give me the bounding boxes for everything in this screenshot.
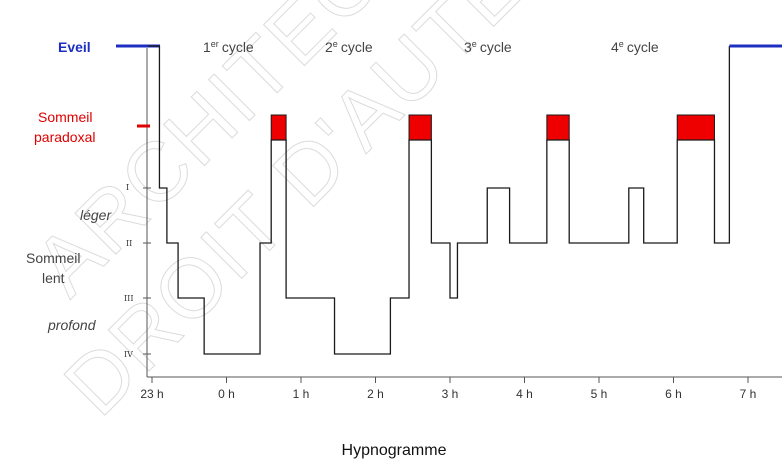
x-tick-label: 4 h	[516, 387, 533, 401]
group-label-sommeil: Sommeil	[26, 250, 80, 266]
x-tick-label: 5 h	[591, 387, 608, 401]
stage-label-III: III	[124, 294, 133, 303]
x-tick-label: 7 h	[740, 387, 757, 401]
x-tick-label: 0 h	[218, 387, 235, 401]
group-label-profond: profond	[47, 317, 97, 333]
stage-label-II: II	[126, 239, 132, 248]
x-tick-label: 3 h	[442, 387, 459, 401]
chart-title: Hypnogramme	[342, 442, 447, 459]
rem-period-bar	[408, 114, 432, 141]
x-ticks: 23 h 0 h 1 h 2 h 3 h 4 h 5 h 6 h 7 h	[140, 377, 756, 401]
level-label-paradoxal-line2: paradoxal	[34, 129, 96, 145]
level-label-paradoxal-line1: Sommeil	[38, 109, 92, 125]
stage-label-IV: IV	[124, 350, 133, 359]
rem-periods	[270, 114, 715, 141]
rem-period-bar	[270, 114, 287, 141]
group-label-lent: lent	[42, 270, 65, 286]
stage-ticks	[143, 187, 151, 355]
x-tick-label: 6 h	[665, 387, 682, 401]
x-tick-label: 23 h	[140, 387, 163, 401]
watermark: ARCHITECTURE DE NANTES DROIT D'AUTEUR	[16, 0, 782, 433]
cycle-labels: 1er cycle 2e cycle 3e cycle 4e cycle	[203, 39, 659, 55]
x-tick-label: 1 h	[293, 387, 310, 401]
hypnogram-line	[148, 45, 731, 355]
group-label-leger: léger	[80, 207, 112, 223]
stage-label-I: I	[126, 183, 129, 192]
cycle-label-1: 1er cycle	[203, 39, 254, 55]
cycle-label-2: 2e cycle	[325, 39, 373, 55]
cycle-label-3: 3e cycle	[464, 39, 512, 55]
rem-period-bar	[546, 114, 570, 141]
level-label-eveil: Eveil	[58, 39, 91, 55]
cycle-label-4: 4e cycle	[611, 39, 659, 55]
x-tick-label: 2 h	[367, 387, 384, 401]
rem-period-bar	[676, 114, 715, 141]
